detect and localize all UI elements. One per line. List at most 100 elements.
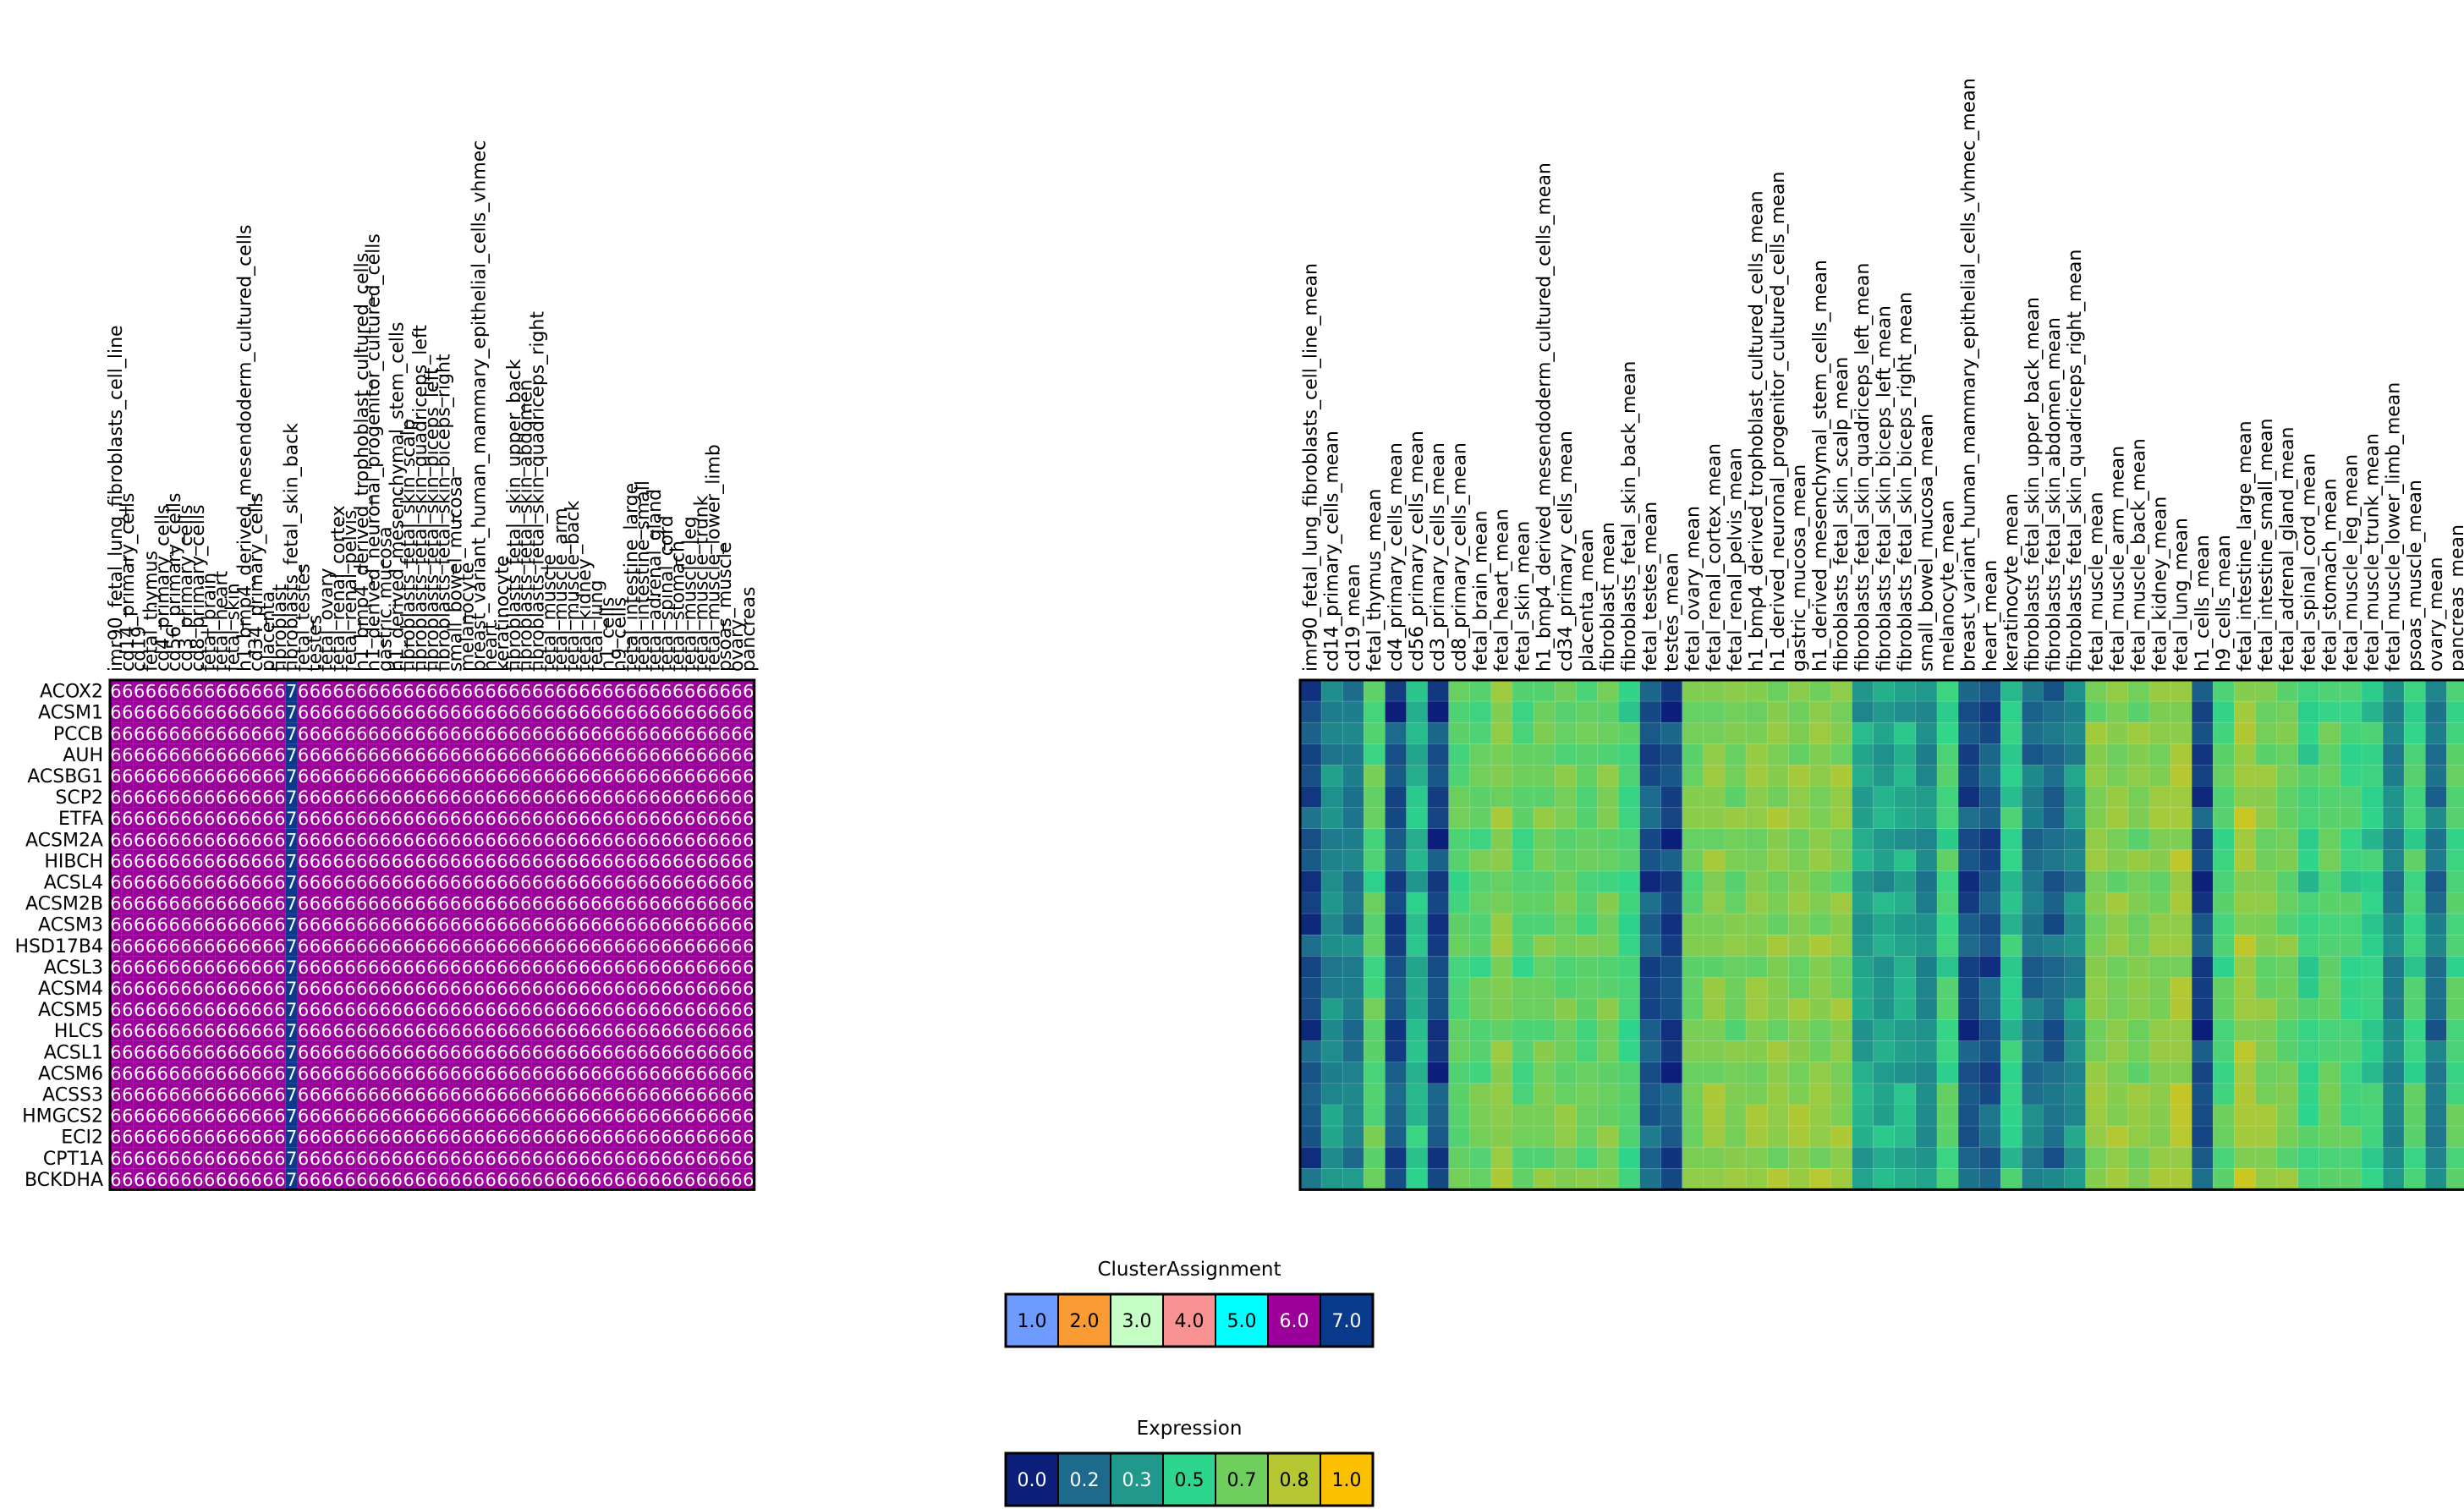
cluster-cell: [344, 914, 356, 936]
cluster-cell-label: 6: [485, 1084, 496, 1105]
cluster-cell-label: 6: [743, 936, 754, 957]
cluster-cell: [215, 849, 228, 871]
cluster-cell-label: 6: [110, 1084, 121, 1105]
cluster-cell-label: 6: [262, 1170, 273, 1190]
cluster-cell: [367, 1062, 380, 1084]
expression-cell: [1512, 913, 1534, 936]
cluster-cell-label: 6: [368, 1042, 379, 1062]
column-label: fetal_renal_pelvis: [340, 510, 361, 672]
cluster-cell-label: 6: [661, 979, 672, 999]
cluster-cell-label: 6: [590, 1128, 601, 1148]
cluster-cell-label: 6: [204, 894, 215, 914]
cluster-cell-label: 6: [216, 809, 227, 829]
cluster-cell-label: 6: [262, 851, 273, 871]
cluster-cell-label: 6: [567, 1170, 578, 1190]
expression-cell: [2276, 956, 2299, 978]
expression-cell: [1724, 934, 1747, 957]
cluster-cell: [344, 828, 356, 850]
cluster-legend: ClusterAssignment 1.0 2.0 3.0 4.0 5.0 6.0 7.0: [1004, 1259, 1375, 1348]
cluster-cell-label: 6: [426, 1000, 437, 1020]
cluster-cell-label: 6: [356, 766, 367, 787]
expression-cell: [1618, 913, 1640, 936]
cluster-cell-label: 6: [696, 1021, 707, 1041]
expression-cell: [2382, 1104, 2405, 1127]
cluster-cell: [297, 786, 310, 808]
cluster-legend-label: 7.0: [1332, 1311, 1362, 1332]
expression-cell: [2022, 700, 2044, 723]
expression-cell: [2213, 807, 2235, 829]
cluster-cell-label: 6: [567, 703, 578, 723]
expression-cell: [1554, 1019, 1577, 1041]
expression-cell: [2361, 1146, 2384, 1169]
cluster-cell: [309, 892, 321, 914]
cluster-cell-label: 6: [672, 894, 683, 914]
cluster-cell-label: 6: [462, 724, 473, 744]
cluster-cell-label: 6: [262, 1000, 273, 1020]
cluster-cell-label: 6: [321, 872, 332, 892]
cluster-cell-label: 6: [684, 1021, 695, 1041]
cluster-cell-label: 6: [192, 872, 203, 892]
expression-cell: [1894, 913, 1917, 936]
cluster-cell-label: 6: [168, 745, 179, 765]
cluster-cell-label: 6: [298, 766, 309, 787]
cluster-cell-label: 6: [380, 830, 391, 850]
cluster-cell: [203, 956, 216, 978]
expression-cell: [1364, 722, 1386, 744]
cluster-cell: [344, 956, 356, 978]
cluster-cell: [321, 892, 333, 914]
cluster-cell-label: 6: [450, 1000, 461, 1020]
cluster-cell: [297, 914, 310, 936]
expression-cell: [1299, 956, 1322, 978]
expression-cell: [1660, 765, 1683, 787]
expression-cell: [2319, 977, 2341, 999]
expression-cell: [1364, 892, 1386, 914]
cluster-cell-label: 6: [110, 809, 121, 829]
cluster-cell-label: 6: [497, 766, 508, 787]
cluster-cell-label: 6: [356, 809, 367, 829]
expression-cell: [1703, 870, 1726, 893]
expression-cell: [1852, 849, 1874, 872]
expression-cell: [1788, 679, 1810, 702]
cluster-cell-label: 6: [321, 1149, 332, 1169]
cluster-cell-label: 6: [344, 1149, 355, 1169]
expression-cell: [1554, 807, 1577, 829]
expression-cell: [1809, 828, 1831, 851]
cluster-cell-label: 6: [696, 1149, 707, 1169]
cluster-cell-label: 6: [497, 1170, 508, 1190]
expression-cell: [1576, 679, 1598, 702]
expression-cell: [2148, 1062, 2171, 1084]
cluster-cell-label: 6: [216, 766, 227, 787]
expression-cell: [1597, 828, 1619, 851]
cluster-cell-label: 6: [298, 851, 309, 871]
expression-cell: [2382, 998, 2405, 1020]
cluster-cell-label: 6: [731, 830, 742, 850]
cluster-cell-label: 6: [497, 851, 508, 871]
cluster-cell-label: 6: [356, 915, 367, 936]
cluster-cell-label: 6: [180, 682, 191, 702]
expression-cell: [2148, 1104, 2171, 1127]
cluster-cell: [145, 935, 157, 957]
cluster-cell-label: 6: [708, 787, 719, 808]
cluster-cell-label: 6: [450, 766, 461, 787]
expression-cell: [1512, 892, 1534, 914]
cluster-cell-label: 6: [380, 703, 391, 723]
expression-cell: [1936, 870, 1959, 893]
cluster-cell: [110, 786, 122, 808]
cluster-cell-label: 6: [145, 979, 156, 999]
expression-cell: [1660, 1146, 1683, 1169]
row-label-acox2: ACOX2: [40, 682, 103, 703]
column-label: cd19_mean: [1343, 564, 1364, 672]
cluster-cell: [250, 956, 263, 978]
expression-cell: [1703, 1019, 1726, 1041]
expression-cell: [1809, 1062, 1831, 1084]
expression-cell: [1554, 870, 1577, 893]
expression-cell: [2106, 786, 2129, 808]
expression-cell: [2446, 743, 2464, 765]
cluster-cell: [273, 1147, 286, 1169]
cluster-cell-label: 6: [661, 1149, 672, 1169]
expression-cell: [2340, 765, 2362, 787]
expression-cell: [1978, 786, 2001, 808]
expression-cell: [1469, 1168, 1492, 1190]
cluster-cell-label: 7: [286, 809, 297, 829]
expression-cell: [2064, 849, 2087, 872]
